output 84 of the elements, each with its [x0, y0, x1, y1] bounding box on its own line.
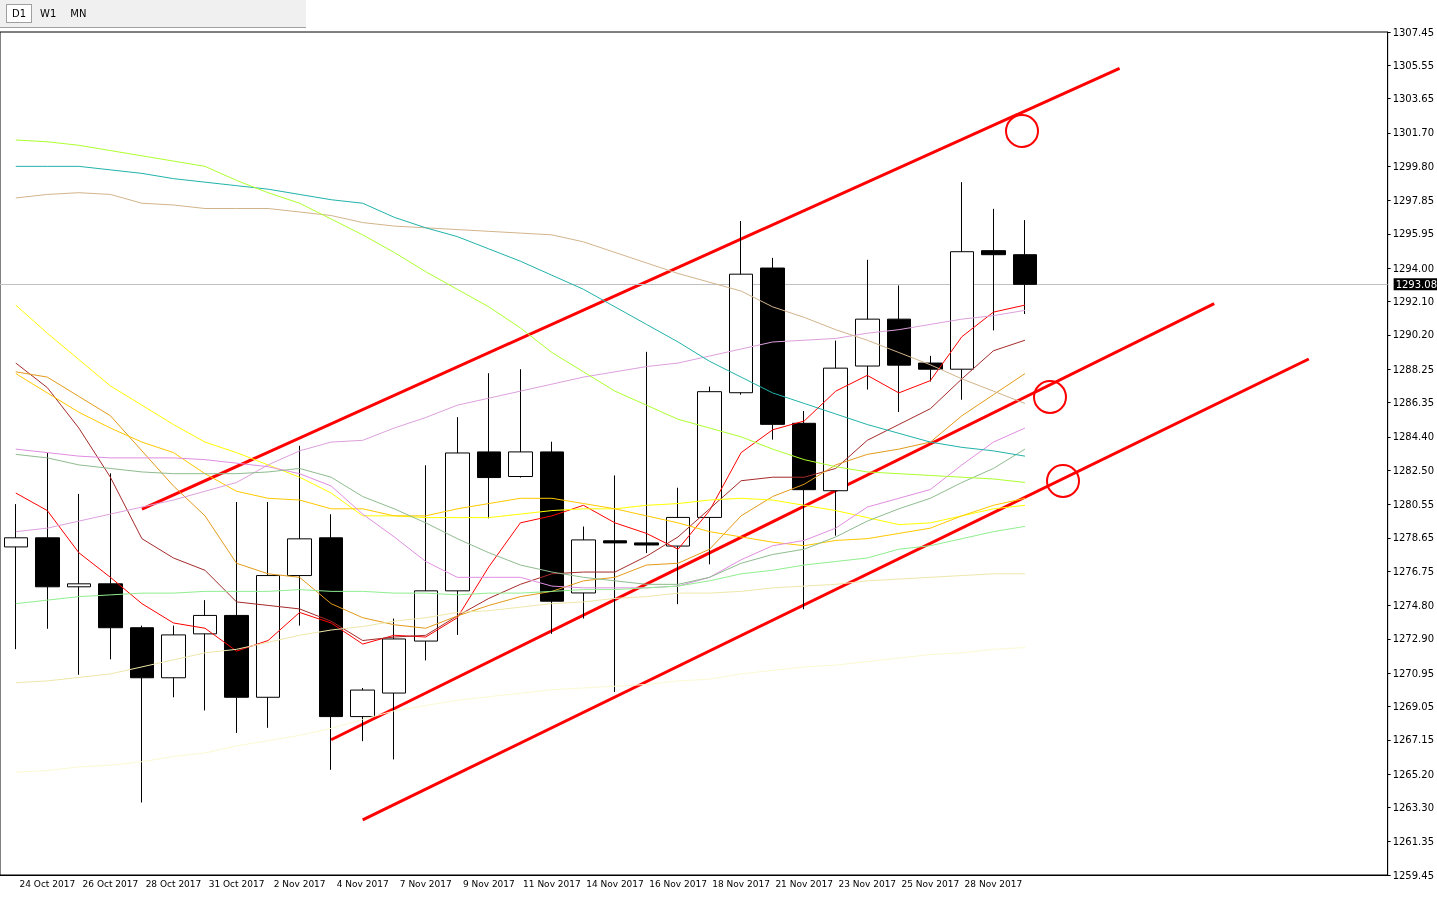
candlestick [603, 474, 627, 693]
text: D1 [6, 4, 33, 23]
y-tick-label: 1286.35 [1392, 397, 1435, 409]
y-tick-label: 1259.45 [1392, 869, 1435, 881]
y-tick-label: 1272.90 [1392, 633, 1435, 645]
y-tick-label: 1301.70 [1392, 127, 1435, 139]
y-tick-label: 1263.30 [1392, 801, 1435, 813]
x-tick-label: 28 Oct 2017 [145, 878, 202, 889]
candlestick [319, 513, 343, 771]
y-tick-label: 1284.40 [1392, 431, 1435, 443]
candlestick [224, 501, 249, 734]
line-series [15, 165, 1026, 457]
candlestick [4, 503, 28, 650]
candlestick [98, 472, 123, 660]
candlestick [729, 220, 753, 396]
line-series [15, 448, 1026, 585]
text: W1 [39, 7, 58, 21]
y-tick-label: 1288.25 [1392, 363, 1435, 375]
line-series [15, 573, 1026, 684]
y-tick-label: 1261.35 [1392, 836, 1435, 848]
y-tick-label: 1269.05 [1392, 700, 1435, 712]
candlestick [887, 284, 911, 413]
candlestick [508, 368, 533, 479]
y-tick-label: 1282.50 [1392, 464, 1435, 476]
x-tick-label: 11 Nov 2017 [523, 878, 581, 889]
x-tick-label: 26 Oct 2017 [82, 878, 139, 889]
x-tick-label: 2 Nov 2017 [273, 878, 326, 889]
x-tick-label: 25 Nov 2017 [901, 878, 960, 889]
candlestick [792, 410, 816, 610]
line-series [15, 427, 1026, 589]
candlestick [634, 351, 659, 554]
x-tick-label: 21 Nov 2017 [775, 878, 834, 889]
y-tick-label: 1280.55 [1392, 498, 1435, 510]
x-tick-label: 23 Nov 2017 [838, 878, 897, 889]
x-tick-label: 4 Nov 2017 [336, 878, 389, 889]
y-tick-label: 1305.55 [1392, 59, 1435, 71]
x-tick-label: 24 Oct 2017 [19, 878, 76, 889]
candlestick [981, 208, 1006, 331]
y-tick-label: 1290.20 [1392, 329, 1435, 341]
candlestick [256, 501, 280, 729]
candlestick [350, 687, 375, 742]
candlestick [855, 259, 880, 391]
y-tick-label: 1265.20 [1392, 768, 1435, 780]
candlestick [35, 452, 60, 630]
y-tick-label: 1270.95 [1392, 667, 1435, 679]
y-tick-label: 1307.45 [1392, 26, 1435, 38]
y-tick-label: 1292.10 [1392, 296, 1435, 308]
candlestick [287, 445, 312, 627]
candlestick [1013, 219, 1037, 315]
x-tick-label: 31 Oct 2017 [208, 878, 265, 889]
candlestick [193, 599, 217, 711]
candlestick [130, 625, 154, 803]
x-tick-label: 28 Nov 2017 [964, 878, 1023, 889]
x-tick-label: 18 Nov 2017 [712, 878, 770, 889]
candlestick [382, 618, 406, 760]
line-series [15, 139, 1026, 483]
candlestick [950, 181, 974, 401]
candlestick [445, 416, 470, 636]
ref-line-label: 1293.08 [1395, 278, 1437, 290]
line-series [15, 192, 1026, 404]
candlestick [760, 257, 785, 441]
y-tick-label: 1303.65 [1392, 93, 1435, 105]
x-tick-label: 9 Nov 2017 [462, 878, 515, 889]
x-tick-label: 7 Nov 2017 [399, 878, 452, 889]
y-tick-label: 1297.85 [1392, 195, 1435, 207]
x-tick-label: 16 Nov 2017 [649, 878, 707, 889]
candlestick [697, 386, 722, 565]
y-tick-label: 1274.80 [1392, 599, 1435, 611]
candlestick [823, 340, 848, 537]
candlestick [67, 493, 91, 676]
line-series [15, 647, 1026, 773]
y-tick-label: 1294.00 [1392, 262, 1435, 274]
candlestick [540, 441, 564, 635]
text: MN [69, 7, 88, 21]
y-tick-label: 1295.95 [1392, 228, 1435, 240]
y-tick-label: 1267.15 [1392, 734, 1435, 746]
line-series [15, 525, 1026, 605]
y-tick-label: 1299.80 [1392, 160, 1435, 172]
x-tick-label: 14 Nov 2017 [586, 878, 644, 889]
candlestick [477, 372, 501, 519]
y-tick-label: 1278.65 [1392, 532, 1435, 544]
line-series [15, 373, 1026, 547]
y-tick-label: 1276.75 [1392, 565, 1435, 577]
candlestick [161, 625, 186, 698]
